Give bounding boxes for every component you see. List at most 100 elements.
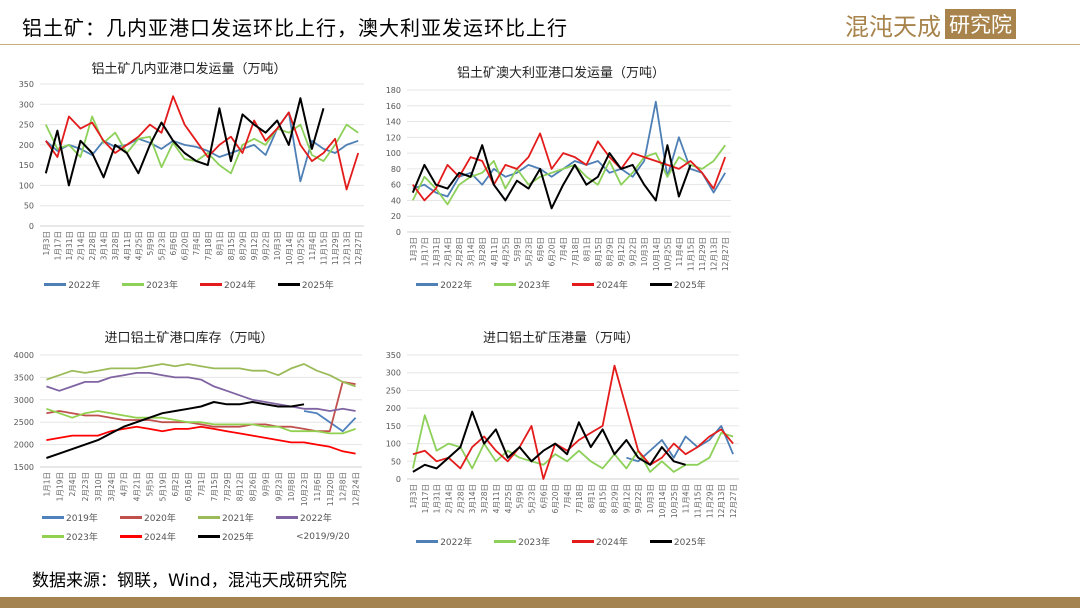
x-tick-label: 7月15日 [210,472,219,501]
legend-item: 2025年 [277,278,334,291]
x-tick-label: 7月1日 [197,472,206,497]
x-tick-label: 8月29日 [606,237,615,266]
legend-label: 2024年 [224,281,256,291]
x-tick-label: 10月3日 [273,231,282,260]
x-tick-label: 9月22日 [629,237,638,266]
x-tick-label: 4月11日 [123,231,132,260]
legend-label: 2019年 [66,514,98,524]
chart-title: 进口铝土矿压港量（万吨） [482,331,639,346]
x-tick-label: 9月12日 [250,231,259,260]
legend-item: 2022年 [416,278,472,291]
x-tick-label: 1月3日 [42,231,51,256]
x-tick-label: 4月11日 [490,237,499,266]
x-tick-label: 7月4日 [563,484,572,509]
footer-band [0,597,1080,608]
legend-item: 2023年 [42,530,120,543]
legend-item: 2019年 [42,511,120,524]
x-tick-label: 6月20日 [181,231,190,260]
chart-title: 进口铝土矿港口库存（万吨） [104,331,274,346]
y-tick-label: 1500 [14,463,34,472]
legend-swatch [416,283,439,286]
legend: 2019年 2020年 2021年 2022年 2023年 2024年 2025年 <2019… [8,511,370,543]
x-tick-label: 12月8日 [339,472,348,501]
legend-label: 2025年 [222,533,254,543]
chart-title: 铝土矿几内亚港口发运量（万吨） [91,62,287,77]
x-tick-label: 8月26日 [249,472,258,501]
y-tick-label: 2500 [14,418,34,427]
legend-item: 2025年 [198,530,276,543]
x-tick-label: 3月10日 [94,472,103,501]
legend-swatch [200,283,222,286]
series-line-2024年 [45,95,360,191]
x-tick-label: 12月27日 [729,484,738,518]
y-tick-label: 3000 [14,396,34,405]
legend-swatch [122,283,145,286]
y-tick-label: 0 [29,222,34,231]
legend-label: 2025年 [301,281,334,291]
y-tick-label: 3500 [14,373,34,382]
x-tick-label: 11月15日 [320,231,329,265]
legend-label: 2024年 [144,533,176,543]
y-tick-label: 100 [19,181,34,190]
legend-item: 2025年 [649,535,706,548]
legend-label: 2024年 [596,538,628,548]
x-tick-label: 3月28日 [480,484,489,513]
legend-swatch [120,516,142,519]
series-line-2025年 [44,97,325,187]
x-tick-label: 11月20日 [326,472,335,506]
x-tick-label: 4月7日 [120,472,129,497]
x-tick-label: 10月25日 [296,231,305,265]
x-tick-label: 6月6日 [169,231,178,256]
series-line-2019年 [303,410,357,433]
x-tick-label: 2月28日 [456,484,465,513]
x-tick-label: 8月1日 [582,237,591,262]
series-line-2020年 [46,381,356,433]
legend-swatch [42,516,64,519]
x-tick-label: 10月8日 [287,472,296,501]
y-tick-label: 40 [391,196,401,205]
x-tick-label: 12月27日 [721,237,730,271]
x-tick-label: 8月29日 [239,231,248,260]
legend-swatch [44,283,67,286]
legend-item: 2024年 [572,278,628,291]
y-tick-label: 200 [19,141,34,150]
legend-label: 2022年 [440,538,473,548]
legend-label: 2023年 [66,533,98,543]
x-tick-label: 1月31日 [432,237,441,266]
y-tick-label: 180 [386,86,401,95]
x-tick-label: 7月18日 [204,231,213,260]
x-tick-label: 4月11日 [492,484,501,513]
y-tick-label: 300 [386,369,401,378]
x-tick-label: 10月25日 [670,484,679,518]
y-tick-label: 150 [386,422,401,431]
x-tick-label: 1月31日 [65,231,74,260]
x-tick-label: 10月3日 [640,237,649,266]
x-tick-label: 11月4日 [675,237,684,266]
y-tick-label: 120 [386,133,401,142]
legend-swatch [649,540,672,543]
x-tick-label: 10月25日 [663,237,672,271]
series-line-2023年 [46,407,356,435]
y-tick-label: 100 [386,149,401,158]
y-tick-label: 50 [391,457,401,466]
legend-item: 2023年 [494,278,550,291]
legend-item: 2021年 [198,511,276,524]
series-line-2024年 [46,425,356,455]
x-tick-label: 10月23日 [300,472,309,506]
x-tick-label: 6月2日 [171,472,180,497]
x-tick-label: 2月28日 [88,231,97,260]
x-tick-label: 12月24日 [352,472,361,506]
x-tick-label: 2月4日 [68,472,77,497]
x-tick-label: 2月14日 [445,484,454,513]
y-tick-label: 350 [386,351,401,360]
y-tick-label: 0 [396,228,401,237]
series-line-2025年 [412,410,686,473]
header-divider [0,44,1080,45]
y-tick-label: 20 [391,212,401,221]
x-tick-label: 7月18日 [571,237,580,266]
legend-label: 2021年 [222,514,254,524]
legend-item: 2022年 [276,511,354,524]
x-tick-label: 11月29日 [705,484,714,518]
plot-area: 1500 2000 2500 3000 3500 4000 1月1日 1月19日 2月4日 2月2… [14,351,362,506]
x-tick-label: 9月22日 [634,484,643,513]
